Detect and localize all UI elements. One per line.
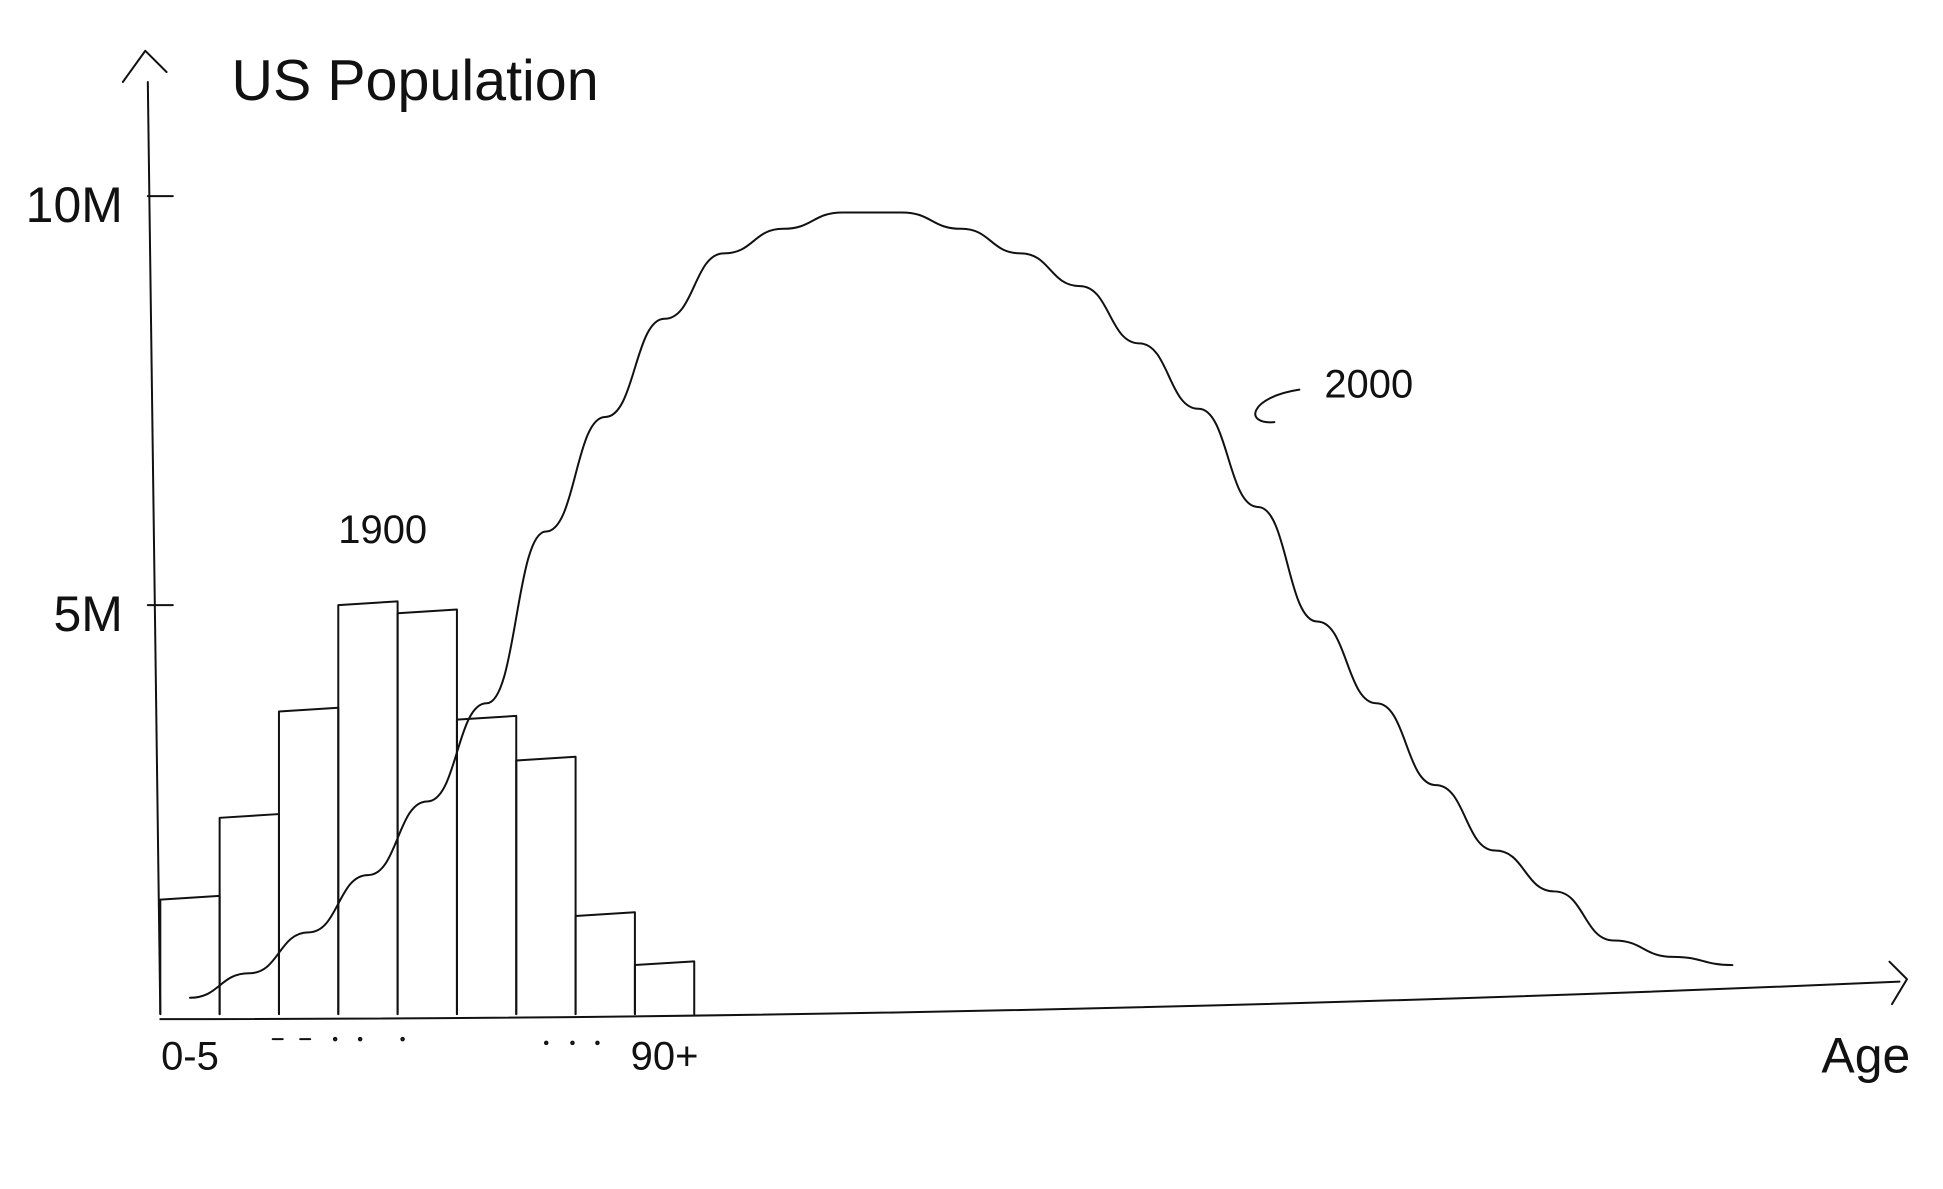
bar [159, 894, 221, 1016]
bar [337, 600, 399, 1016]
y-tick-label: 10M [26, 177, 123, 233]
bar [396, 608, 458, 1016]
chart-title: US Population [231, 49, 598, 113]
age-ellipsis [271, 1036, 600, 1046]
series-label: 2000 [1324, 363, 1413, 407]
bar [218, 813, 280, 1016]
bar [574, 911, 636, 1016]
x-tick-label: 0-5 [161, 1035, 219, 1079]
bar [277, 706, 340, 1016]
bar [633, 960, 696, 1016]
bar [515, 755, 577, 1016]
bar [455, 714, 518, 1016]
x-axis [159, 960, 1908, 1021]
y-tick-label: 5M [53, 586, 122, 642]
series-label: 1900 [338, 508, 427, 552]
annotation-arrow [1254, 388, 1301, 424]
y-axis [121, 49, 168, 1016]
x-axis-label: Age [1821, 1027, 1910, 1083]
line [188, 211, 1734, 999]
x-tick-label: 90+ [631, 1035, 699, 1079]
